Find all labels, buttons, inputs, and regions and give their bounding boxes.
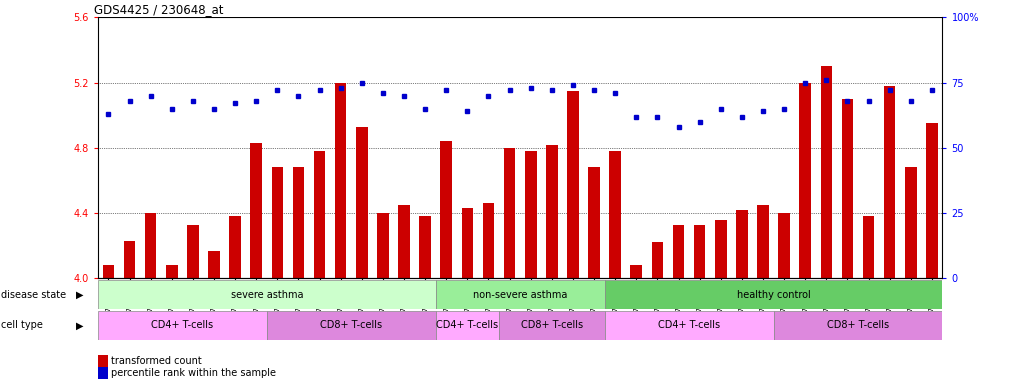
Bar [884,86,895,278]
Bar [715,220,726,278]
Text: ▶: ▶ [76,290,83,300]
Bar [419,217,431,278]
Text: healthy control: healthy control [736,290,811,300]
Bar [483,204,494,278]
Text: ▶: ▶ [76,320,83,331]
Bar [208,251,219,278]
Text: CD8+ T-cells: CD8+ T-cells [827,320,889,331]
Bar [821,66,832,278]
Bar [500,311,605,340]
Bar [267,311,436,340]
Bar [98,280,436,309]
Bar [98,311,267,340]
Bar [605,280,942,309]
Text: CD4+ T-cells: CD4+ T-cells [658,320,720,331]
Bar [779,213,790,278]
Bar [436,280,605,309]
Bar [799,83,811,278]
Bar [230,217,241,278]
Bar [504,148,515,278]
Bar [272,167,283,278]
Text: CD8+ T-cells: CD8+ T-cells [320,320,382,331]
Bar [461,208,473,278]
Bar [441,141,452,278]
Text: cell type: cell type [1,320,43,331]
Bar [525,151,537,278]
Text: GDS4425 / 230648_at: GDS4425 / 230648_at [94,3,224,16]
Text: non-severe asthma: non-severe asthma [473,290,568,300]
Text: CD8+ T-cells: CD8+ T-cells [521,320,583,331]
Bar [905,167,917,278]
Text: severe asthma: severe asthma [231,290,303,300]
Bar [605,311,774,340]
Bar [166,265,177,278]
Bar [356,127,368,278]
Bar [673,225,684,278]
Bar [774,311,942,340]
Bar [842,99,853,278]
Bar [757,205,768,278]
Bar [293,167,304,278]
Text: CD4+ T-cells: CD4+ T-cells [151,320,213,331]
Bar [399,205,410,278]
Text: disease state: disease state [1,290,66,300]
Text: CD4+ T-cells: CD4+ T-cells [437,320,499,331]
Bar [588,167,599,278]
Bar [863,217,874,278]
Text: percentile rank within the sample: percentile rank within the sample [111,368,276,378]
Bar [250,143,262,278]
Bar [145,213,157,278]
Bar [652,243,663,278]
Bar [736,210,748,278]
Bar [610,151,621,278]
Bar [694,225,706,278]
Bar [314,151,325,278]
Bar [335,83,346,278]
Bar [568,91,579,278]
Bar [124,241,135,278]
Bar [187,225,199,278]
Bar [630,265,642,278]
Bar [546,144,557,278]
Text: transformed count: transformed count [111,356,202,366]
Bar [436,311,500,340]
Bar [103,265,114,278]
Bar [377,213,388,278]
Bar [926,123,937,278]
